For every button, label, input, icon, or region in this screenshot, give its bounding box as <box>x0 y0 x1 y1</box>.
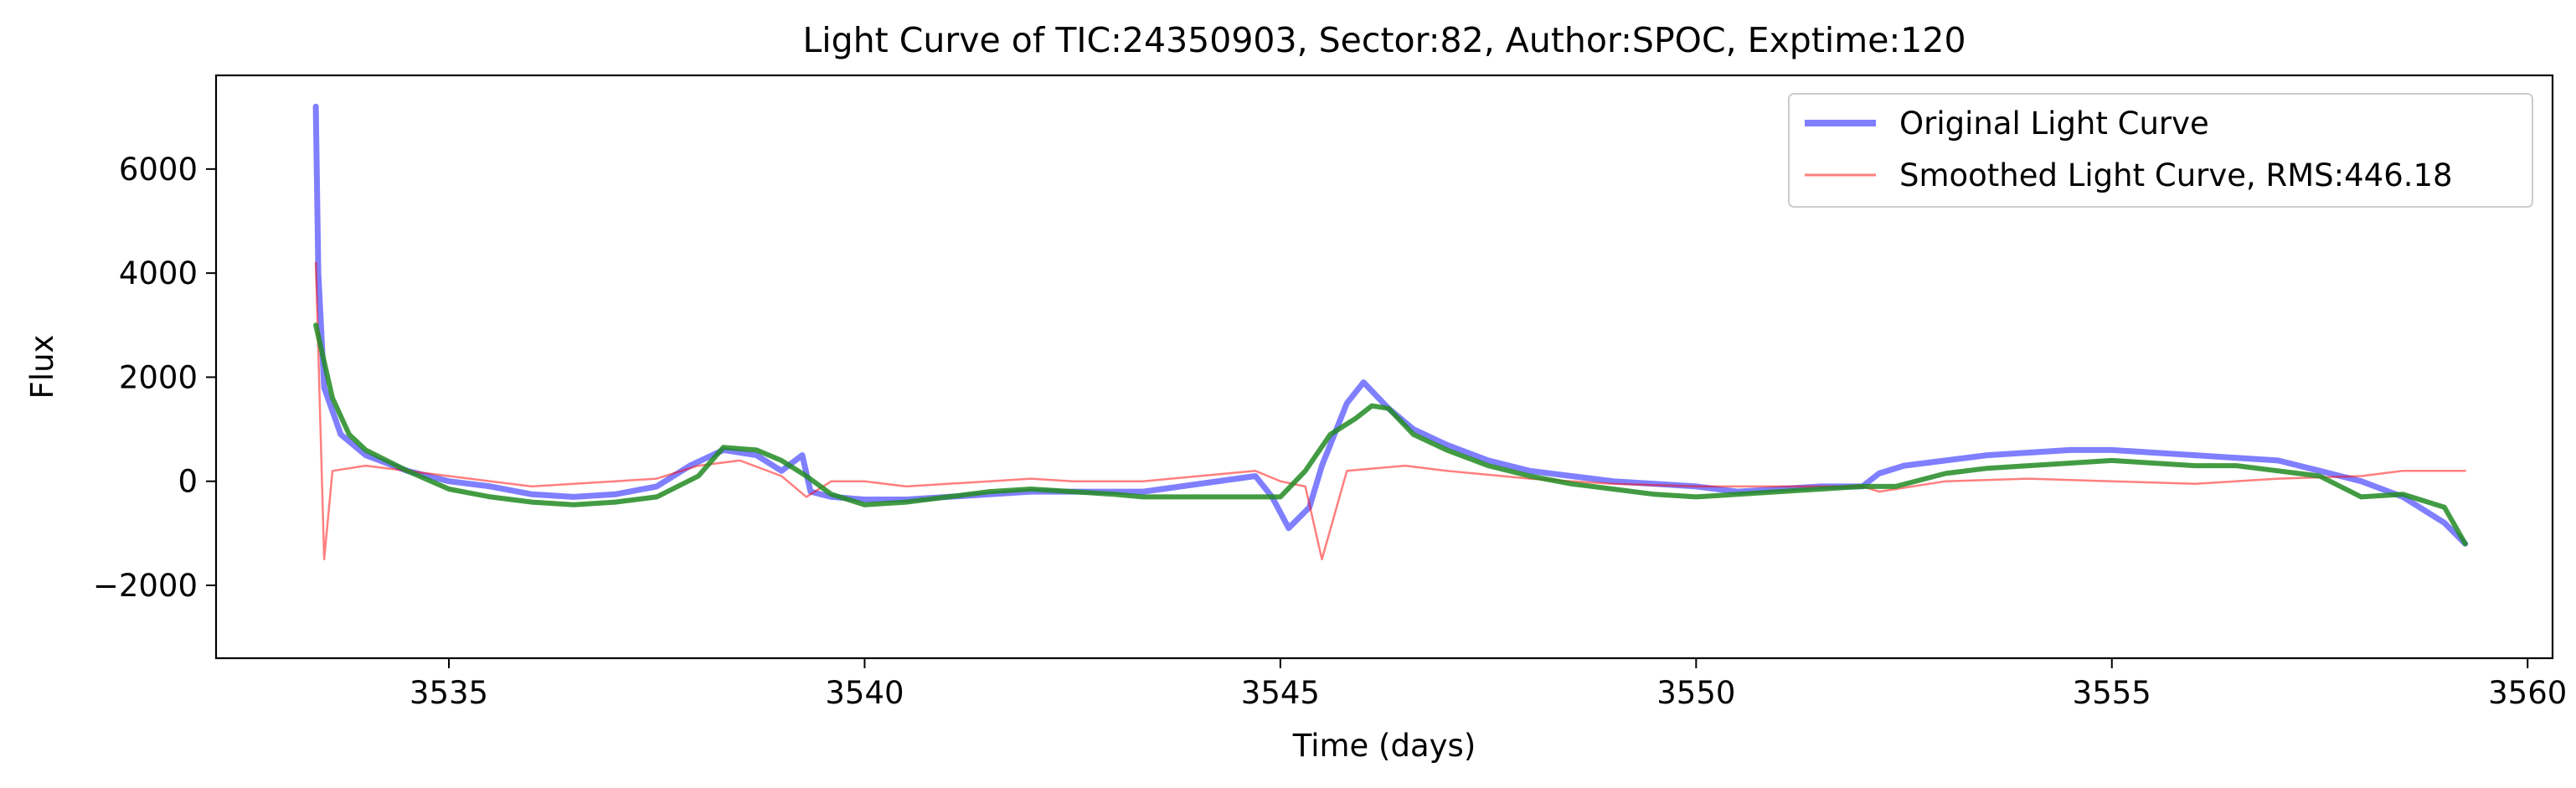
y-axis-label: Flux <box>24 335 60 399</box>
x-tick-label: 3550 <box>1656 675 1735 711</box>
x-tick-label: 3540 <box>825 675 904 711</box>
series-line-0 <box>312 103 2469 547</box>
legend-box <box>1788 93 2533 208</box>
chart-title: Light Curve of TIC:24350903, Sector:82, … <box>802 20 1965 60</box>
x-tick-label: 3555 <box>2073 675 2151 711</box>
y-tick-label: 2000 <box>119 359 198 395</box>
legend: Original Light Curve Smoothed Light Curv… <box>1788 93 2533 208</box>
series-line-2 <box>313 322 2468 547</box>
y-tick-label: 0 <box>178 464 198 500</box>
legend-label-smoothed: Smoothed Light Curve, RMS:446.18 <box>1899 157 2453 193</box>
x-axis-ticks: 3535 3540 3545 3550 3555 3560 <box>410 658 2567 711</box>
y-tick-label: 4000 <box>119 255 198 291</box>
x-tick-label: 3535 <box>410 675 488 711</box>
x-tick-label: 3545 <box>1241 675 1320 711</box>
x-axis-label: Time (days) <box>1292 728 1476 764</box>
y-tick-label: 6000 <box>119 152 198 188</box>
series-layer <box>312 103 2469 561</box>
series-line-1 <box>314 261 2466 561</box>
y-axis-ticks: −2000 0 2000 4000 6000 <box>93 152 216 604</box>
plot-area-frame <box>214 74 2554 660</box>
legend-label-original: Original Light Curve <box>1899 106 2209 142</box>
x-tick-label: 3560 <box>2488 675 2567 711</box>
y-tick-label: −2000 <box>93 568 198 604</box>
